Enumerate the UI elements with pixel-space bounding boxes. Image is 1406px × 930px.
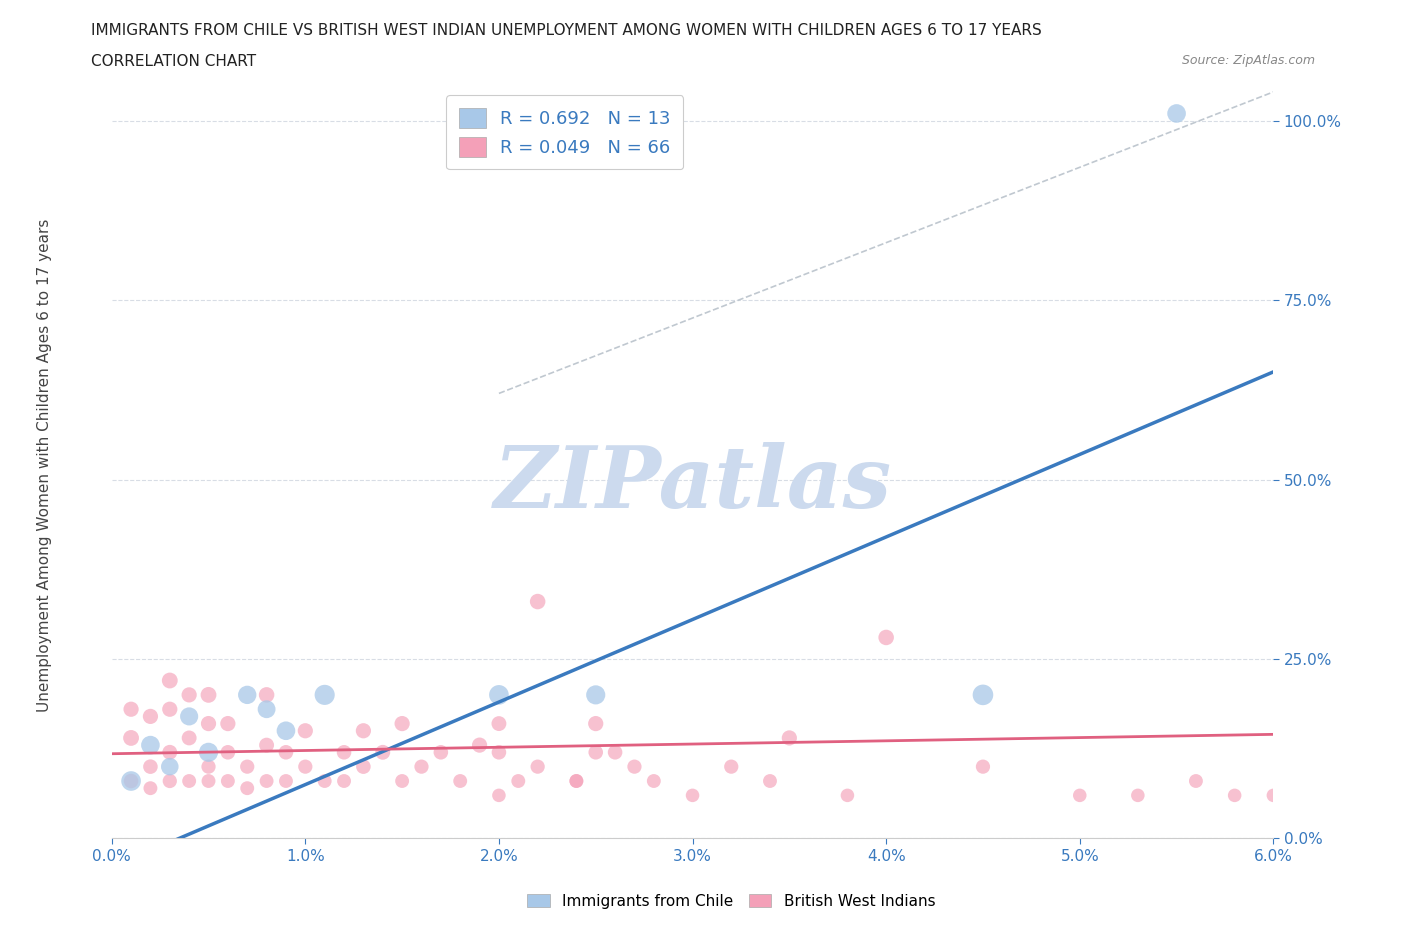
Point xyxy=(585,745,607,760)
Point xyxy=(623,759,645,774)
Point xyxy=(585,687,607,702)
Point xyxy=(526,594,548,609)
Legend: R = 0.692   N = 13, R = 0.049   N = 66: R = 0.692 N = 13, R = 0.049 N = 66 xyxy=(446,95,683,169)
Point xyxy=(391,716,413,731)
Legend: Immigrants from Chile, British West Indians: Immigrants from Chile, British West Indi… xyxy=(520,887,942,915)
Point xyxy=(294,759,316,774)
Point xyxy=(759,774,782,789)
Point xyxy=(179,730,201,745)
Text: Unemployment Among Women with Children Ages 6 to 17 years: Unemployment Among Women with Children A… xyxy=(38,219,52,711)
Point xyxy=(256,737,278,752)
Point xyxy=(159,673,181,688)
Point xyxy=(449,774,471,789)
Point xyxy=(236,781,259,796)
Point xyxy=(159,745,181,760)
Point xyxy=(120,702,142,717)
Point xyxy=(488,687,510,702)
Point xyxy=(120,774,142,789)
Point xyxy=(139,709,162,724)
Point xyxy=(972,687,994,702)
Point xyxy=(120,774,142,789)
Point xyxy=(256,687,278,702)
Point xyxy=(197,745,219,760)
Point xyxy=(720,759,742,774)
Text: ZIPatlas: ZIPatlas xyxy=(494,443,891,526)
Point xyxy=(274,774,297,789)
Point xyxy=(179,709,201,724)
Text: CORRELATION CHART: CORRELATION CHART xyxy=(91,54,256,69)
Point xyxy=(488,788,510,803)
Point xyxy=(508,774,530,789)
Point xyxy=(643,774,665,789)
Point xyxy=(197,687,219,702)
Point xyxy=(120,730,142,745)
Point xyxy=(159,702,181,717)
Point xyxy=(430,745,453,760)
Point xyxy=(274,724,297,738)
Text: Source: ZipAtlas.com: Source: ZipAtlas.com xyxy=(1181,54,1315,67)
Point xyxy=(603,745,626,760)
Point xyxy=(197,716,219,731)
Point xyxy=(217,716,239,731)
Point xyxy=(778,730,800,745)
Point xyxy=(488,745,510,760)
Point xyxy=(159,774,181,789)
Point xyxy=(179,687,201,702)
Point xyxy=(1185,774,1208,789)
Point xyxy=(274,745,297,760)
Point xyxy=(565,774,588,789)
Point xyxy=(1069,788,1091,803)
Point xyxy=(1166,106,1188,121)
Point xyxy=(371,745,394,760)
Point xyxy=(197,774,219,789)
Point xyxy=(159,759,181,774)
Point xyxy=(585,716,607,731)
Point xyxy=(972,759,994,774)
Point xyxy=(333,745,356,760)
Point xyxy=(488,716,510,731)
Point xyxy=(256,774,278,789)
Point xyxy=(1223,788,1246,803)
Point xyxy=(314,687,336,702)
Point xyxy=(333,774,356,789)
Point xyxy=(468,737,491,752)
Text: IMMIGRANTS FROM CHILE VS BRITISH WEST INDIAN UNEMPLOYMENT AMONG WOMEN WITH CHILD: IMMIGRANTS FROM CHILE VS BRITISH WEST IN… xyxy=(91,23,1042,38)
Point xyxy=(391,774,413,789)
Point xyxy=(139,781,162,796)
Point xyxy=(526,759,548,774)
Point xyxy=(352,724,374,738)
Point xyxy=(294,724,316,738)
Point xyxy=(139,737,162,752)
Point xyxy=(565,774,588,789)
Point xyxy=(179,774,201,789)
Point xyxy=(837,788,859,803)
Point xyxy=(411,759,433,774)
Point xyxy=(197,759,219,774)
Point xyxy=(314,774,336,789)
Point xyxy=(875,630,897,644)
Point xyxy=(256,702,278,717)
Point xyxy=(352,759,374,774)
Point xyxy=(682,788,704,803)
Point xyxy=(1263,788,1285,803)
Point xyxy=(217,774,239,789)
Point xyxy=(1126,788,1149,803)
Point xyxy=(139,759,162,774)
Point xyxy=(236,759,259,774)
Point xyxy=(236,687,259,702)
Point xyxy=(217,745,239,760)
